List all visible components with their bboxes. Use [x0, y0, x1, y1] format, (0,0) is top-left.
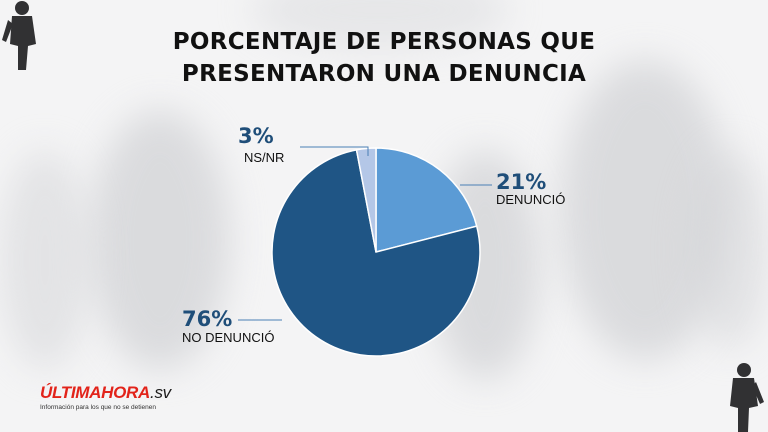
data-label-ns-nr-pct: 3% [238, 124, 274, 148]
pie-slice-ns-nr [355, 147, 377, 253]
logo-wordmark: ÚLTIMAHORA.sv [40, 383, 171, 403]
chart-title: PORCENTAJE DE PERSONAS QUE PRESENTARON U… [0, 26, 768, 90]
data-label-no-denuncio-pct: 76% [182, 307, 232, 331]
chart-title-line-2: PRESENTARON UNA DENUNCIA [181, 61, 587, 87]
walking-person-icon [2, 1, 36, 70]
chart-title-line-1: PORCENTAJE DE PERSONAS QUE [172, 29, 596, 55]
logo-part-sv: .sv [150, 383, 171, 402]
brand-logo: ÚLTIMAHORA.sv Información para los que n… [40, 383, 171, 411]
pie-slice-denunci- [375, 147, 478, 253]
data-label-denuncio-pct: 21% [496, 170, 546, 194]
logo-part-ultima: ÚLTIMA [40, 383, 102, 402]
logo-part-hora: HORA [101, 383, 151, 402]
walking-person-icon [730, 363, 764, 432]
leader-line-ns-nr [300, 146, 369, 156]
data-label-ns-nr: NS/NR [244, 150, 284, 165]
pie-slice-no-denunci- [271, 148, 481, 357]
data-label-no-denuncio: NO DENUNCIÓ [182, 330, 274, 345]
logo-tagline: Información para los que no se detienen [40, 404, 156, 411]
data-label-denuncio: DENUNCIÓ [496, 192, 565, 207]
